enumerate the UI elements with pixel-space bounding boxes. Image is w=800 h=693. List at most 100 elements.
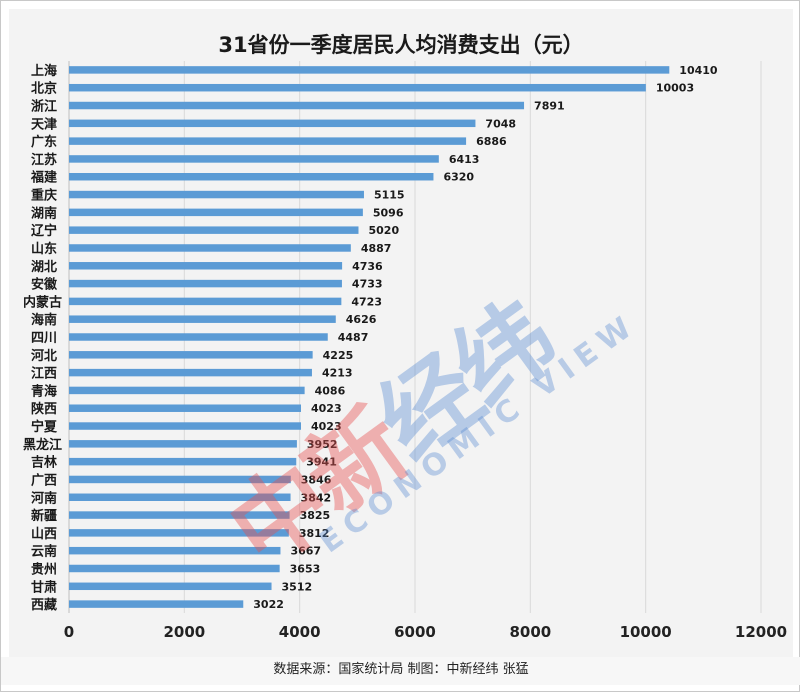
category-label: 湖北: [31, 260, 57, 275]
category-label: 青海: [31, 383, 57, 399]
category-label: 陕西: [31, 401, 57, 417]
data-label: 3846: [301, 473, 332, 486]
x-tick-label: 8000: [509, 623, 551, 641]
bar: [69, 475, 291, 484]
data-label: 10410: [679, 64, 718, 77]
bar: [69, 66, 670, 74]
data-label: 7891: [534, 100, 565, 113]
bar: [69, 262, 343, 270]
category-label: 山西: [31, 526, 57, 542]
category-label: 湖南: [31, 205, 57, 221]
data-label: 4086: [315, 384, 346, 397]
data-label: 4626: [346, 313, 377, 326]
category-label: 山东: [31, 241, 57, 257]
category-label: 四川: [31, 331, 57, 346]
category-label: 河南: [31, 490, 57, 506]
data-label: 4213: [322, 367, 353, 380]
data-label: 6413: [449, 153, 480, 166]
data-label: 3825: [300, 509, 331, 522]
category-label: 西藏: [31, 597, 57, 613]
bar: [69, 511, 290, 519]
category-label: 辽宁: [31, 223, 57, 239]
category-label: 江西: [31, 366, 57, 382]
bar: [69, 333, 328, 341]
category-label: 福建: [30, 170, 57, 186]
data-label: 3667: [290, 545, 321, 558]
data-label: 4733: [352, 278, 383, 291]
bar: [69, 351, 313, 359]
data-label: 3941: [306, 456, 337, 469]
bar: [69, 190, 364, 199]
data-label: 6886: [476, 135, 507, 148]
bar: [69, 137, 467, 145]
category-label: 云南: [31, 544, 57, 560]
bar: [69, 600, 244, 608]
x-tick-label: 6000: [394, 623, 436, 641]
category-label: 广西: [31, 472, 57, 488]
bar: [69, 173, 434, 181]
data-label: 4225: [323, 349, 354, 362]
bar: [69, 155, 439, 163]
bar: [69, 564, 280, 573]
bar: [69, 493, 291, 501]
data-label: 5096: [373, 206, 404, 219]
x-tick-label: 0: [64, 623, 74, 641]
category-label: 天津: [31, 116, 57, 132]
data-label: 3952: [307, 438, 338, 451]
category-label: 广东: [31, 134, 57, 150]
category-label: 重庆: [31, 188, 57, 204]
bar: [69, 546, 281, 555]
bar: [69, 101, 525, 110]
bar: [69, 582, 272, 591]
category-label: 内蒙古: [23, 294, 62, 310]
bar: [69, 279, 342, 288]
data-label: 3512: [282, 580, 313, 593]
bar: [69, 208, 363, 217]
bar: [69, 368, 312, 377]
category-label: 贵州: [31, 561, 57, 577]
x-tick-label: 4000: [279, 623, 321, 641]
data-label: 3653: [290, 562, 321, 575]
source-footer: 数据来源：国家统计局 制图：中新经纬 张猛: [1, 657, 800, 685]
bar: [69, 422, 301, 430]
data-label: 4023: [311, 402, 342, 415]
category-label: 宁夏: [31, 419, 58, 435]
x-tick-label: 2000: [163, 623, 205, 641]
chart-title: 31省份一季度居民人均消费支出（元）: [218, 33, 584, 57]
category-label: 新疆: [31, 508, 57, 524]
category-label: 河北: [31, 348, 57, 364]
bar: [69, 119, 476, 128]
bar: [69, 457, 297, 466]
data-label: 3812: [299, 527, 330, 540]
category-label: 甘肃: [31, 579, 57, 595]
bar: [69, 315, 336, 323]
data-label: 4887: [361, 242, 392, 255]
category-label: 海南: [31, 312, 57, 328]
bar: [69, 404, 301, 412]
x-tick-label: 12000: [735, 623, 787, 641]
bar: [69, 529, 289, 537]
data-label: 3842: [301, 491, 332, 504]
category-label: 浙江: [31, 99, 57, 115]
category-label: 北京: [31, 81, 57, 97]
data-label: 5020: [368, 224, 399, 237]
category-label: 江苏: [31, 152, 57, 168]
data-label: 3022: [253, 598, 284, 611]
data-label: 4487: [338, 331, 369, 344]
data-label: 5115: [374, 189, 405, 202]
bar: [69, 386, 305, 395]
bar: [69, 244, 351, 252]
bar: [69, 226, 359, 234]
data-label: 10003: [656, 82, 694, 95]
data-label: 4723: [351, 295, 382, 308]
data-label: 7048: [485, 117, 516, 130]
data-label: 4023: [311, 420, 342, 433]
bar: [69, 440, 297, 448]
category-label: 吉林: [31, 455, 57, 471]
data-label: 4736: [352, 260, 383, 273]
bar: [69, 297, 342, 306]
category-label: 上海: [31, 63, 57, 79]
x-tick-label: 10000: [620, 623, 672, 641]
